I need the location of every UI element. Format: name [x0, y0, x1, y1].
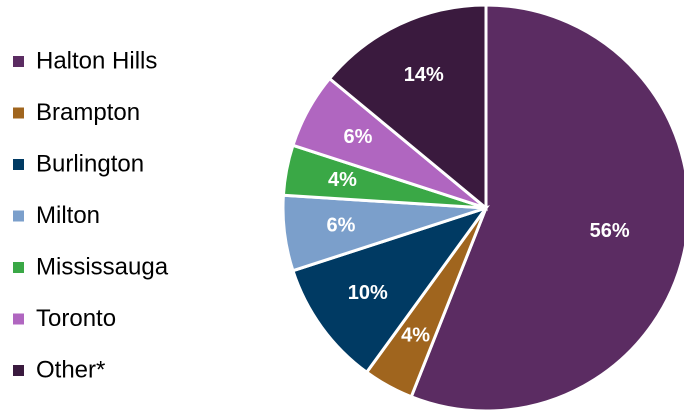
legend-label: Burlington: [36, 150, 144, 177]
legend-label: Milton: [36, 202, 100, 229]
slice-label: 14%: [404, 64, 444, 86]
pie-slice: [327, 3, 488, 212]
legend-swatch: [13, 365, 24, 376]
legend-swatch: [13, 313, 24, 325]
slice-label: 4%: [328, 169, 357, 191]
pie-slice: [291, 205, 490, 375]
legend-label: Toronto: [36, 305, 116, 332]
legend-swatch: [13, 210, 24, 222]
legend-swatch: [13, 262, 24, 273]
legend-label: Halton Hills: [36, 47, 157, 74]
legend-swatch: [13, 107, 24, 119]
legend-swatch: [13, 159, 24, 170]
slice-label: 6%: [343, 126, 372, 148]
legend-label: Brampton: [36, 99, 140, 126]
slice-label: 4%: [401, 324, 430, 346]
legend-swatch: [13, 56, 24, 67]
slice-label: 6%: [327, 215, 356, 237]
legend-label: Other*: [36, 356, 105, 383]
pie-slice: [409, 3, 684, 411]
slice-label: 10%: [348, 282, 388, 304]
slice-label: 56%: [590, 220, 630, 242]
legend-label: Mississauga: [36, 253, 169, 280]
